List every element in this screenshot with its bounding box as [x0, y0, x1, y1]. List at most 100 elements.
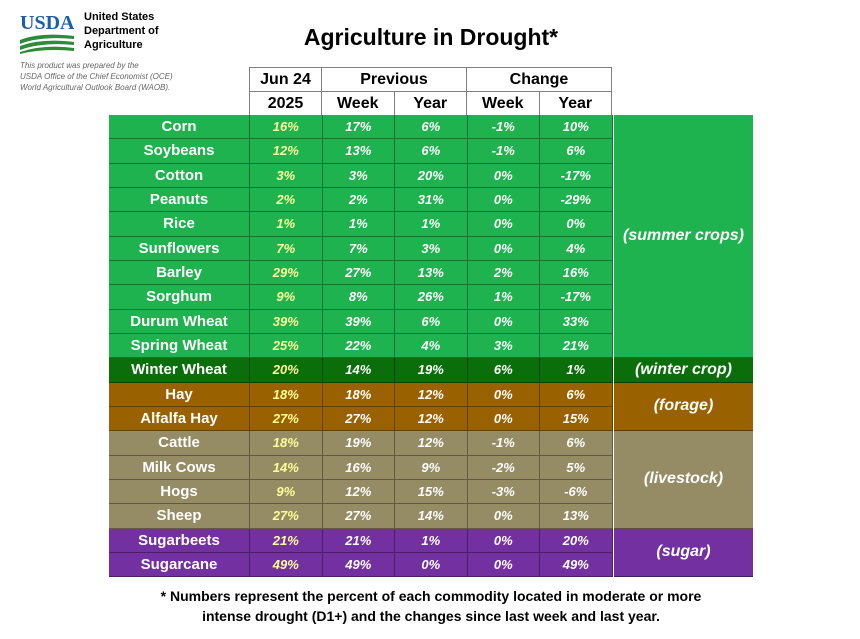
table-row: Winter Wheat 20% 14% 19% 6% 1%: [109, 358, 613, 383]
table-row: Cattle 18% 19% 12% -1% 6%: [109, 431, 613, 456]
value-py: 12%: [395, 382, 468, 407]
value-pw: 27%: [322, 260, 395, 286]
usda-logo: USDA: [20, 12, 75, 54]
value-pw: 27%: [322, 504, 395, 529]
table-row: Sugarcane 49% 49% 0% 0% 49%: [109, 552, 613, 578]
commodity-name: Corn: [109, 115, 250, 140]
value-pw: 2%: [322, 187, 395, 213]
table-row: Milk Cows 14% 16% 9% -2% 5%: [109, 455, 613, 480]
footnote: * Numbers represent the percent of each …: [110, 586, 752, 626]
value-cy: -29%: [540, 187, 613, 213]
value-cy: 6%: [540, 139, 613, 164]
table-row: Durum Wheat 39% 39% 6% 0% 33%: [109, 309, 613, 334]
table-row: Soybeans 12% 13% 6% -1% 6%: [109, 139, 613, 164]
value-cw: -3%: [467, 479, 540, 505]
agency-line-1: United States: [84, 11, 155, 23]
value-py: 6%: [395, 139, 468, 164]
commodity-name: Alfalfa Hay: [109, 406, 250, 432]
prepared-line-1: This product was prepared by the: [20, 61, 139, 70]
value-cy: 21%: [540, 333, 613, 359]
header-current-date: Jun 24: [249, 67, 322, 92]
value-cur: 18%: [250, 382, 323, 407]
table-row: Sugarbeets 21% 21% 1% 0% 20%: [109, 528, 613, 553]
value-cy: 6%: [540, 431, 613, 456]
commodity-name: Hay: [109, 382, 250, 407]
commodity-name: Cattle: [109, 431, 250, 456]
value-py: 6%: [395, 309, 468, 334]
value-cw: 1%: [467, 285, 540, 310]
value-pw: 7%: [322, 236, 395, 261]
value-pw: 13%: [322, 139, 395, 164]
column-header: Jun 24 Previous Change 2025 Week Year We…: [249, 67, 612, 116]
table-row: Cotton 3% 3% 20% 0% -17%: [109, 163, 613, 188]
table-row: Corn 16% 17% 6% -1% 10%: [109, 115, 613, 140]
prepared-by-note: This product was prepared by the USDA Of…: [20, 60, 173, 93]
value-py: 12%: [395, 431, 468, 456]
commodity-name: Sorghum: [109, 285, 250, 310]
value-cy: 5%: [540, 455, 613, 480]
table-row: Sorghum 9% 8% 26% 1% -17%: [109, 285, 613, 310]
value-cw: -1%: [467, 139, 540, 164]
commodity-name: Barley: [109, 260, 250, 286]
value-cw: 0%: [467, 382, 540, 407]
value-py: 15%: [395, 479, 468, 505]
value-py: 12%: [395, 406, 468, 432]
value-pw: 14%: [322, 358, 395, 383]
usda-logo-text: USDA: [20, 12, 74, 34]
value-cw: 0%: [467, 528, 540, 553]
agency-line-2: Department of: [84, 25, 159, 37]
value-pw: 39%: [322, 309, 395, 334]
table-row: Barley 29% 27% 13% 2% 16%: [109, 260, 613, 286]
value-cur: 39%: [250, 309, 323, 334]
value-cy: 15%: [540, 406, 613, 432]
value-cw: -2%: [467, 455, 540, 480]
value-pw: 18%: [322, 382, 395, 407]
table-row: Peanuts 2% 2% 31% 0% -29%: [109, 187, 613, 213]
value-cw: 0%: [467, 504, 540, 529]
value-cur: 27%: [250, 406, 323, 432]
value-cy: -17%: [540, 285, 613, 310]
header-change-year: Year: [538, 91, 612, 116]
value-cy: 20%: [540, 528, 613, 553]
commodity-name: Milk Cows: [109, 455, 250, 480]
value-cw: 0%: [467, 552, 540, 578]
value-cur: 21%: [250, 528, 323, 553]
commodity-name: Spring Wheat: [109, 333, 250, 359]
value-cy: -17%: [540, 163, 613, 188]
value-pw: 16%: [322, 455, 395, 480]
value-cur: 20%: [250, 358, 323, 383]
commodity-name: Hogs: [109, 479, 250, 505]
value-cw: 0%: [467, 163, 540, 188]
value-cy: 49%: [540, 552, 613, 578]
commodity-name: Winter Wheat: [109, 358, 250, 383]
value-cw: 0%: [467, 309, 540, 334]
value-cy: 10%: [540, 115, 613, 140]
value-cur: 9%: [250, 285, 323, 310]
value-cur: 29%: [250, 260, 323, 286]
value-pw: 17%: [322, 115, 395, 140]
value-py: 19%: [395, 358, 468, 383]
group-label-summer: (summer crops): [614, 115, 753, 359]
footnote-line-2: intense drought (D1+) and the changes si…: [202, 608, 660, 624]
value-cur: 27%: [250, 504, 323, 529]
value-cy: -6%: [540, 479, 613, 505]
value-pw: 12%: [322, 479, 395, 505]
value-pw: 21%: [322, 528, 395, 553]
value-cur: 12%: [250, 139, 323, 164]
value-py: 4%: [395, 333, 468, 359]
drought-table: Corn 16% 17% 6% -1% 10% Soybeans 12% 13% 6% -1% 6% C…: [109, 115, 753, 578]
value-py: 0%: [395, 552, 468, 578]
value-cur: 16%: [250, 115, 323, 140]
value-cur: 9%: [250, 479, 323, 505]
table-row: Sunflowers 7% 7% 3% 0% 4%: [109, 236, 613, 261]
value-py: 6%: [395, 115, 468, 140]
commodity-name: Cotton: [109, 163, 250, 188]
group-label-winter: (winter crop): [614, 358, 753, 383]
value-cur: 2%: [250, 187, 323, 213]
table-row: Alfalfa Hay 27% 27% 12% 0% 15%: [109, 406, 613, 432]
value-cw: -1%: [467, 431, 540, 456]
value-cur: 3%: [250, 163, 323, 188]
value-py: 20%: [395, 163, 468, 188]
value-pw: 3%: [322, 163, 395, 188]
table-row: Hay 18% 18% 12% 0% 6%: [109, 382, 613, 407]
